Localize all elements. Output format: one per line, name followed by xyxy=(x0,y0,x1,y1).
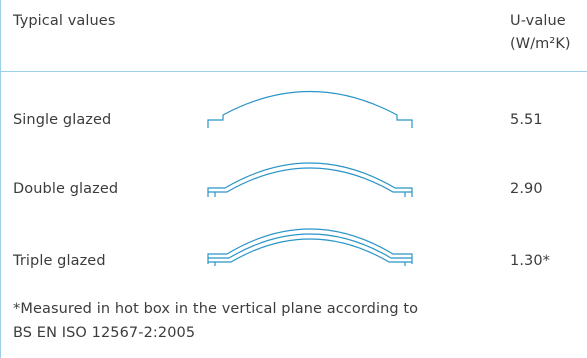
column-header-typical-values: Typical values xyxy=(13,13,116,29)
footnote-standard-reference: BS EN ISO 12567-2:2005 xyxy=(13,325,196,341)
row-label-double-glazed: Double glazed xyxy=(13,181,119,197)
column-header-unit: (W/m²K) xyxy=(510,36,571,52)
row-label-triple-glazed: Triple glazed xyxy=(13,253,106,269)
footnote-text: *Measured in hot box in the vertical pla… xyxy=(13,301,419,317)
row-label-single-glazed: Single glazed xyxy=(13,112,112,128)
row-value-double-glazed: 2.90 xyxy=(510,181,543,197)
column-header-u-value: U-value xyxy=(510,13,566,29)
double-glazed-arch-icon xyxy=(207,162,413,197)
triple-glazed-arch-icon xyxy=(207,228,413,266)
single-glazed-arch-icon xyxy=(207,90,413,128)
header-divider xyxy=(0,71,587,72)
row-value-triple-glazed: 1.30* xyxy=(510,253,551,269)
row-value-single-glazed: 5.51 xyxy=(510,112,543,128)
